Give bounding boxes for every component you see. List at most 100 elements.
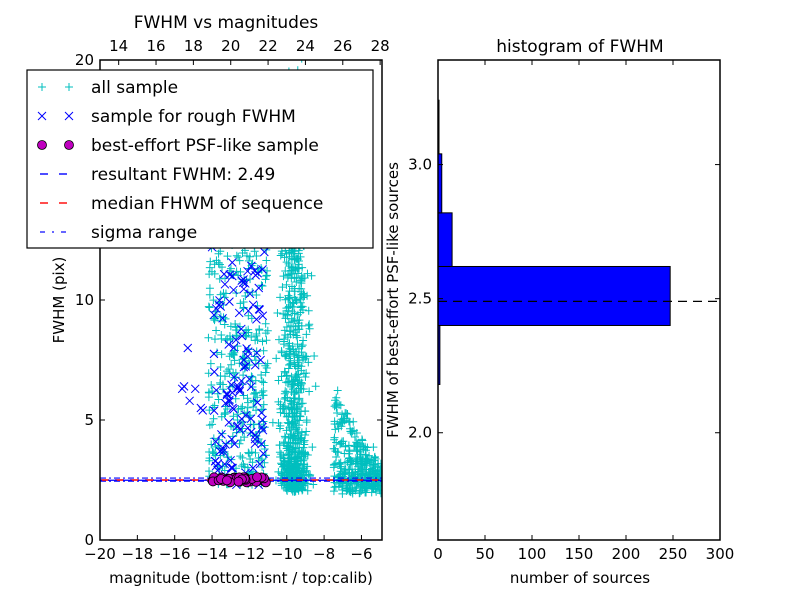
all-sample-point [262, 271, 271, 280]
scatter-title: FWHM vs magnitudes [134, 13, 319, 33]
all-sample-point [297, 379, 306, 388]
rough-fwhm-point [218, 447, 228, 456]
all-sample-point [289, 317, 298, 326]
all-sample-point [239, 354, 248, 363]
all-sample-point [274, 467, 283, 476]
all-sample-point [205, 284, 214, 293]
all-sample-point [351, 459, 360, 468]
rough-fwhm-point [253, 398, 262, 407]
all-sample-point [304, 306, 313, 315]
all-sample-point [350, 433, 359, 442]
rough-fwhm-point [259, 449, 268, 458]
rough-fwhm-point [211, 304, 221, 313]
all-sample-point [285, 396, 294, 405]
scatter-ticks: −20 −18 −16 −14 −12 −10 −8 −6 0 5 10 20 14 16 18 20 22 24… [75, 37, 390, 563]
all-sample-point [258, 337, 267, 346]
all-sample-point [336, 417, 345, 426]
legend-plus-icon [38, 83, 46, 91]
legend-x-icon [64, 111, 74, 121]
rough-fwhm-point [177, 384, 187, 394]
all-sample-point [257, 388, 266, 397]
rough-fwhm-point [243, 423, 253, 433]
all-sample-point [247, 448, 256, 457]
y-tick-label: 20 [75, 51, 94, 69]
all-sample-point [240, 462, 249, 471]
all-sample-point [333, 408, 342, 417]
all-sample-point [337, 481, 346, 490]
all-sample-point [206, 257, 215, 266]
legend-item: sample for rough FWHM [37, 107, 296, 127]
all-sample-point [284, 291, 293, 300]
all-sample-point [345, 453, 354, 462]
all-sample-point [243, 403, 252, 412]
rough-fwhm-point [252, 348, 262, 358]
all-sample-point [238, 417, 247, 426]
all-sample-point [281, 368, 290, 377]
all-sample-point [236, 299, 245, 308]
all-sample-point [291, 417, 300, 426]
all-sample-point [292, 411, 301, 420]
all-sample-point [283, 442, 292, 451]
rough-fwhm-point [246, 382, 256, 392]
all-sample-point [286, 321, 295, 330]
psf-like-point [252, 472, 262, 483]
all-sample-point [227, 422, 236, 431]
rough-fwhm-point [246, 261, 256, 271]
all-sample-point [280, 461, 289, 470]
rough-fwhm-point [214, 300, 224, 310]
scatter-xlabel: magnitude (bottom:isnt / top:calib) [109, 569, 373, 587]
all-sample-point [280, 438, 289, 447]
rough-fwhm-point [227, 380, 236, 390]
all-sample-point [333, 448, 342, 457]
rough-fwhm-point [254, 304, 264, 314]
rough-fwhm-point [211, 437, 221, 446]
x-tick-label: −12 [234, 545, 266, 563]
all-sample-point [298, 263, 307, 272]
all-sample-point [352, 428, 361, 437]
all-sample-point [217, 350, 226, 359]
all-sample-point [205, 303, 214, 312]
legend-label: sample for rough FWHM [91, 107, 296, 127]
rough-fwhm-point [229, 343, 239, 352]
rough-fwhm-point [245, 374, 254, 384]
all-sample-point [275, 335, 284, 344]
all-sample-point [241, 331, 250, 340]
rough-fwhm-point [227, 434, 237, 444]
rough-fwhm-point [217, 430, 226, 439]
all-sample-point [294, 319, 303, 328]
all-sample-point [229, 412, 238, 421]
rough-fwhm-point [227, 258, 237, 267]
rough-fwhm-point [250, 360, 260, 370]
all-sample-point [235, 439, 244, 448]
x-tick-label: −18 [122, 545, 154, 563]
all-sample-point [293, 325, 302, 334]
all-sample-point [204, 333, 213, 342]
all-sample-point [209, 296, 218, 305]
legend-label: median FHWM of sequence [91, 194, 323, 214]
all-sample-point [253, 393, 262, 402]
all-sample-point [330, 417, 339, 426]
rough-fwhm-point [239, 355, 249, 365]
all-sample-point [345, 485, 354, 494]
all-sample-point [292, 425, 301, 434]
psf-like-point [233, 476, 244, 487]
all-sample-point [333, 399, 342, 408]
all-sample-point [362, 465, 371, 474]
all-sample-point [284, 354, 293, 363]
all-sample-point [310, 351, 319, 360]
all-sample-point [296, 481, 305, 490]
all-sample-point [217, 263, 226, 272]
all-sample-point [282, 304, 291, 313]
all-sample-point [303, 269, 312, 278]
all-sample-point [302, 330, 311, 339]
all-sample-point [299, 336, 308, 345]
all-sample-point [232, 251, 241, 260]
rough-fwhm-point [227, 388, 237, 397]
all-sample-point [216, 380, 225, 389]
hist-x-tick-label: 200 [612, 545, 641, 563]
all-sample-point [293, 452, 302, 461]
all-sample-point [294, 388, 303, 397]
all-sample-point [295, 450, 304, 459]
rough-fwhm-point [257, 408, 266, 418]
rough-fwhm-point [220, 279, 230, 289]
